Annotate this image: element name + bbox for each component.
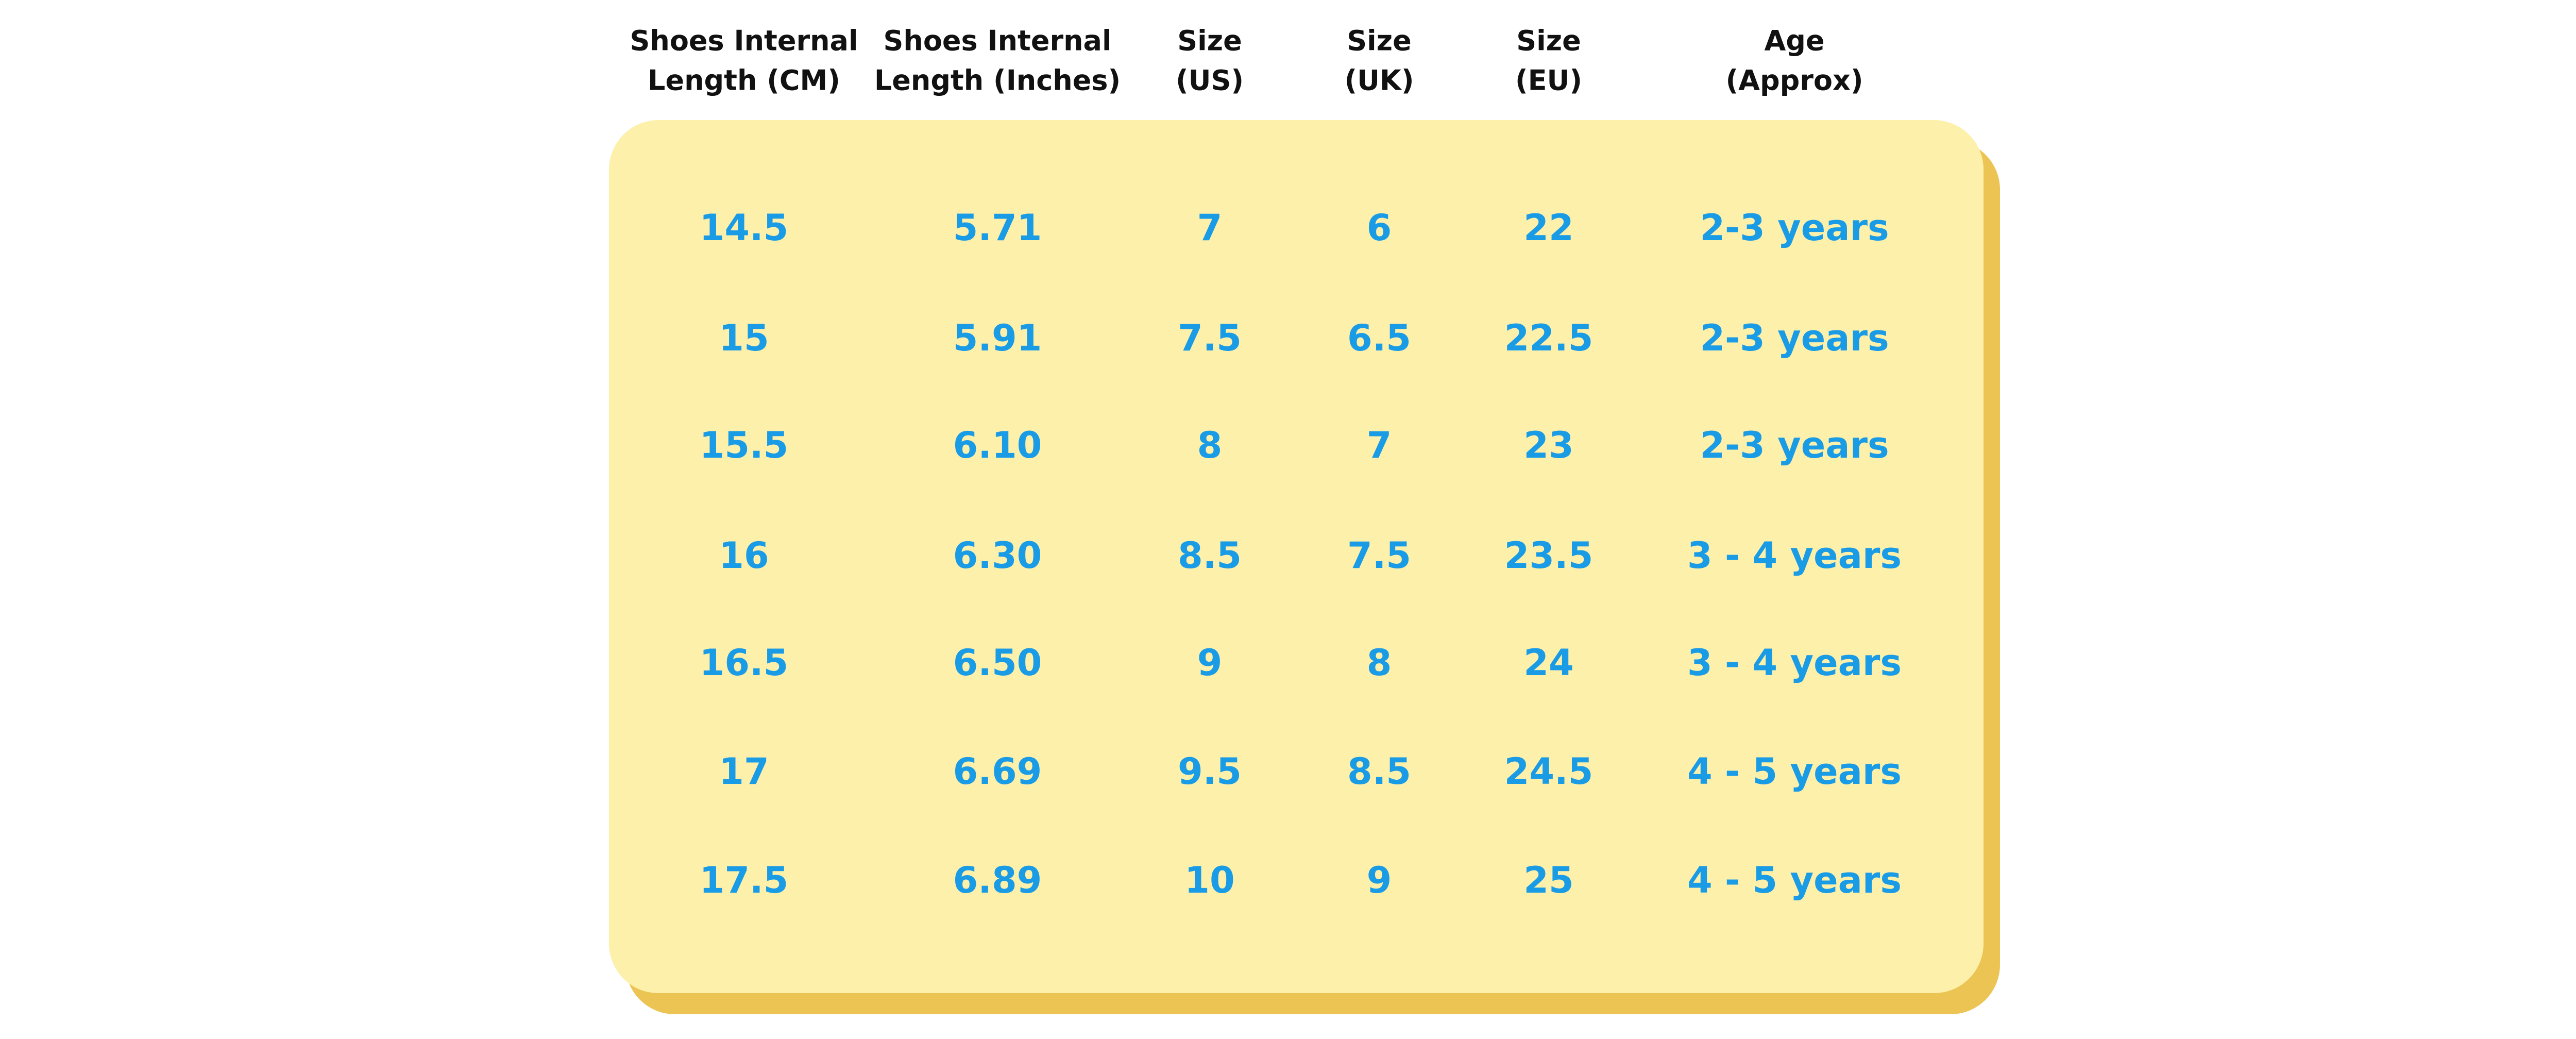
table-cell: 7.5	[1347, 534, 1411, 577]
column-header: Shoes Internal	[884, 25, 1112, 57]
table-cell: 16	[719, 534, 769, 577]
table-cell: 9	[1197, 642, 1223, 684]
column-header: Age	[1764, 25, 1824, 57]
column-header: (UK)	[1344, 64, 1414, 97]
table-cell: 16.5	[700, 642, 789, 684]
column-header: (Approx)	[1725, 64, 1863, 97]
table-cell: 23	[1523, 424, 1573, 466]
column-header: Size	[1177, 25, 1242, 57]
table-cell: 17	[719, 750, 769, 793]
table-cell: 14.5	[700, 207, 789, 249]
table-cell: 17.5	[700, 859, 789, 901]
table-cell: 3 - 4 years	[1687, 534, 1902, 577]
table-cell: 4 - 5 years	[1687, 750, 1902, 793]
table-cell: 25	[1523, 859, 1573, 901]
column-header: Shoes Internal	[630, 25, 858, 57]
table-cell: 15	[719, 317, 769, 359]
table-cell: 7.5	[1178, 317, 1242, 359]
table-cell: 3 - 4 years	[1687, 642, 1902, 684]
table-cell: 8.5	[1347, 750, 1411, 793]
table-cell: 7	[1367, 424, 1392, 466]
table-cell: 9	[1367, 859, 1392, 901]
table-cell: 15.5	[700, 424, 789, 466]
table-cell: 6.50	[953, 642, 1042, 684]
table-cell: 8	[1197, 424, 1223, 466]
table-cell: 8.5	[1178, 534, 1242, 577]
table-cell: 6.30	[953, 534, 1042, 577]
table-cell: 24.5	[1504, 750, 1594, 793]
table-cell: 2-3 years	[1700, 207, 1889, 249]
table: Shoes Internal Length (CM) Shoes Internal L…	[630, 25, 1902, 901]
card	[609, 120, 1984, 993]
column-header: Length (CM)	[648, 64, 840, 97]
table-cell: 22	[1523, 207, 1573, 249]
table-cell: 4 - 5 years	[1687, 859, 1902, 901]
table-cell: 5.91	[953, 317, 1042, 359]
table-cell: 2-3 years	[1700, 424, 1889, 466]
table-cell: 6	[1367, 207, 1392, 249]
table-cell: 8	[1367, 642, 1392, 684]
table-cell: 2-3 years	[1700, 317, 1889, 359]
table-cell: 6.10	[953, 424, 1042, 466]
table-cell: 22.5	[1504, 317, 1594, 359]
table-cell: 9.5	[1178, 750, 1242, 793]
table-cell: 6.69	[953, 750, 1042, 793]
table-cell: 10	[1184, 859, 1234, 901]
column-header: (EU)	[1515, 64, 1582, 97]
table-cell: 6.5	[1347, 317, 1411, 359]
column-header: Size	[1347, 25, 1411, 57]
column-header: Size	[1516, 25, 1581, 57]
table-cell: 7	[1197, 207, 1223, 249]
table-cell: 5.71	[953, 207, 1042, 249]
column-header: Length (Inches)	[874, 64, 1121, 97]
table-cell: 6.89	[953, 859, 1042, 901]
table-cell: 24	[1523, 642, 1573, 684]
table-cell: 23.5	[1504, 534, 1594, 577]
column-header: (US)	[1176, 64, 1244, 97]
